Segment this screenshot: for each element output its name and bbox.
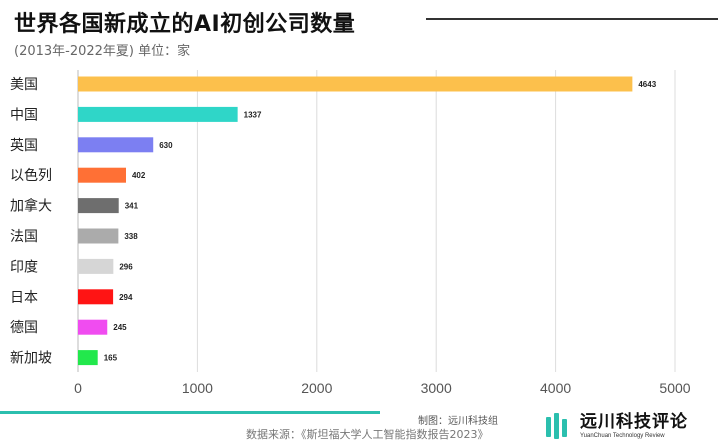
bar bbox=[78, 167, 126, 183]
bar bbox=[78, 198, 119, 214]
chart-credit: 制图：远川科技组 bbox=[418, 416, 498, 427]
category-label: 英国 bbox=[10, 137, 38, 154]
data-label: 402 bbox=[132, 171, 146, 180]
x-tick-label: 4000 bbox=[540, 380, 571, 396]
data-label: 294 bbox=[119, 293, 133, 302]
data-label: 4643 bbox=[638, 80, 656, 89]
bar bbox=[78, 137, 154, 153]
category-label: 中国 bbox=[10, 107, 38, 123]
brand-name: 远川科技评论 bbox=[580, 411, 688, 432]
category-label: 德国 bbox=[10, 320, 38, 336]
data-label: 165 bbox=[104, 354, 118, 363]
chart-title: 世界各国新成立的AI初创公司数量 bbox=[14, 12, 356, 37]
data-label: 338 bbox=[124, 232, 138, 241]
bar bbox=[78, 319, 108, 335]
data-source: 数据来源：《斯坦福大学人工智能指数报告2023》 bbox=[246, 428, 489, 441]
category-label: 法国 bbox=[10, 229, 38, 245]
x-tick-label: 3000 bbox=[421, 380, 452, 396]
data-label: 630 bbox=[159, 141, 173, 150]
chart-subtitle: (2013年-2022年夏) 单位：家 bbox=[14, 44, 191, 59]
bar bbox=[78, 76, 633, 92]
x-tick-label: 5000 bbox=[659, 380, 690, 396]
brand-mark-icon bbox=[546, 413, 572, 439]
category-label: 日本 bbox=[10, 290, 38, 306]
bar bbox=[78, 350, 98, 366]
category-label: 加拿大 bbox=[10, 198, 52, 215]
data-label: 296 bbox=[119, 262, 133, 271]
bar bbox=[78, 289, 114, 305]
category-label: 以色列 bbox=[10, 167, 52, 184]
brand-name-en: YuanChuan Technology Review bbox=[580, 432, 665, 439]
footer-divider bbox=[0, 411, 380, 414]
x-tick-label: 2000 bbox=[301, 380, 332, 396]
data-label: 341 bbox=[125, 202, 139, 211]
category-label: 新加坡 bbox=[10, 351, 52, 367]
data-label: 245 bbox=[113, 323, 127, 332]
title-rule bbox=[426, 18, 718, 20]
bar bbox=[78, 258, 114, 274]
category-label: 印度 bbox=[10, 259, 38, 275]
category-label: 美国 bbox=[10, 77, 38, 93]
data-label: 1337 bbox=[244, 110, 262, 119]
x-tick-label: 1000 bbox=[182, 380, 213, 396]
brand-logo: 远川科技评论 YuanChuan Technology Review bbox=[546, 412, 688, 440]
x-tick-label: 0 bbox=[74, 380, 82, 396]
bar bbox=[78, 228, 119, 244]
bar bbox=[78, 106, 238, 122]
